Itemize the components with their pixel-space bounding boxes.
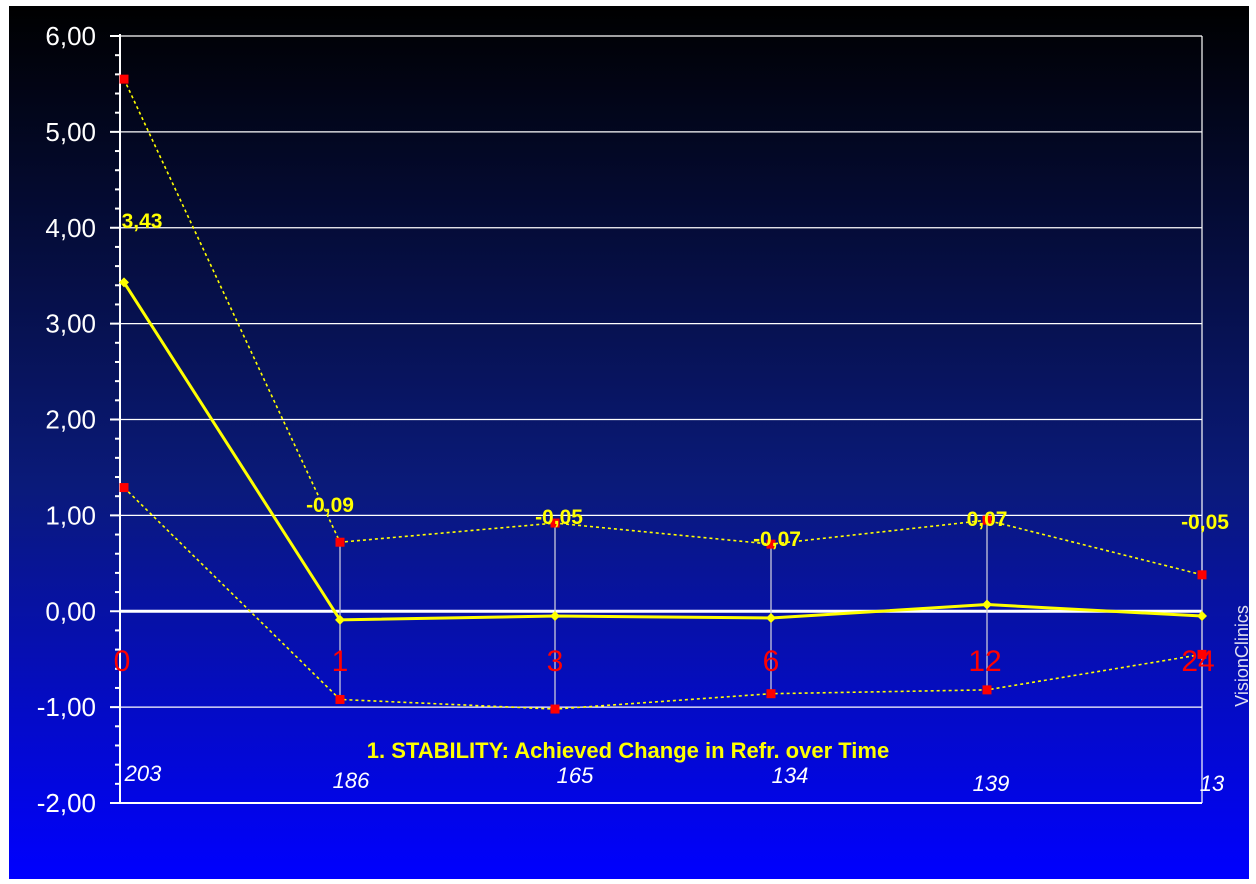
y-tick-label: 2,00 [45, 405, 96, 435]
mean-marker [335, 614, 345, 625]
y-tick-label: -1,00 [37, 692, 96, 722]
data-label: -0,09 [306, 494, 354, 517]
upper-bound-marker [550, 518, 560, 528]
count-label: 203 [124, 761, 162, 786]
count-label: 165 [557, 763, 594, 788]
lower-bound-marker [550, 704, 560, 714]
count-label: 134 [772, 763, 809, 788]
lower-bound-marker [1197, 649, 1207, 659]
count-label: 13 [1200, 771, 1225, 796]
labels: 6,00 5,00 4,00 3,00 2,00 1,00 0,00 -1,00 -2,00 3,… [37, 21, 1230, 818]
mean-line [122, 281, 1203, 622]
data-label: 3,43 [122, 210, 163, 233]
chart-title: 1. STABILITY: Achieved Change in Refr. o… [367, 738, 889, 763]
mean-marker [766, 612, 776, 623]
mean-marker [1197, 611, 1207, 622]
mean-series [119, 277, 1207, 625]
count-label: 139 [973, 771, 1010, 796]
lower-bound-marker [982, 685, 992, 695]
upper-bound-marker [766, 539, 776, 549]
x-category-label: 12 [968, 645, 1001, 678]
count-label: 186 [333, 768, 370, 793]
watermark-text: VisionClinics [1232, 605, 1252, 707]
chart-background [9, 6, 1249, 879]
lower-bound-marker [335, 694, 345, 704]
mean-marker [550, 611, 560, 622]
upper-bound-marker [335, 537, 345, 547]
lower-bound-marker [766, 689, 776, 699]
y-tick-label: -2,00 [37, 788, 96, 818]
upper-bound-marker [982, 515, 992, 525]
lower-bound-marker [119, 483, 129, 493]
data-label: -0,05 [535, 506, 583, 529]
x-category-label: 0 [114, 645, 131, 678]
x-category-label: 1 [332, 645, 349, 678]
y-tick-label: 3,00 [45, 309, 96, 339]
upper-bound-line [123, 78, 1203, 576]
axes [110, 34, 1203, 804]
data-label: -0,05 [1181, 511, 1229, 534]
y-tick-label: 4,00 [45, 213, 96, 243]
data-label: 0,07 [967, 508, 1008, 531]
y-tick-label: 1,00 [45, 500, 96, 530]
bounds-series [119, 74, 1207, 714]
mean-marker [119, 277, 129, 288]
data-label: -0,07 [753, 528, 801, 551]
x-category-label: 6 [763, 645, 780, 678]
y-tick-label: 6,00 [45, 21, 96, 51]
lower-bound-line [123, 487, 1203, 710]
mean-marker [982, 599, 992, 610]
y-tick-label: 5,00 [45, 117, 96, 147]
x-category-label: 24 [1181, 645, 1214, 678]
gridlines [120, 35, 1202, 708]
x-category-label: 3 [547, 645, 564, 678]
upper-bound-marker [1197, 570, 1207, 580]
y-tick-label: 0,00 [45, 596, 96, 626]
upper-bound-marker [119, 74, 129, 84]
